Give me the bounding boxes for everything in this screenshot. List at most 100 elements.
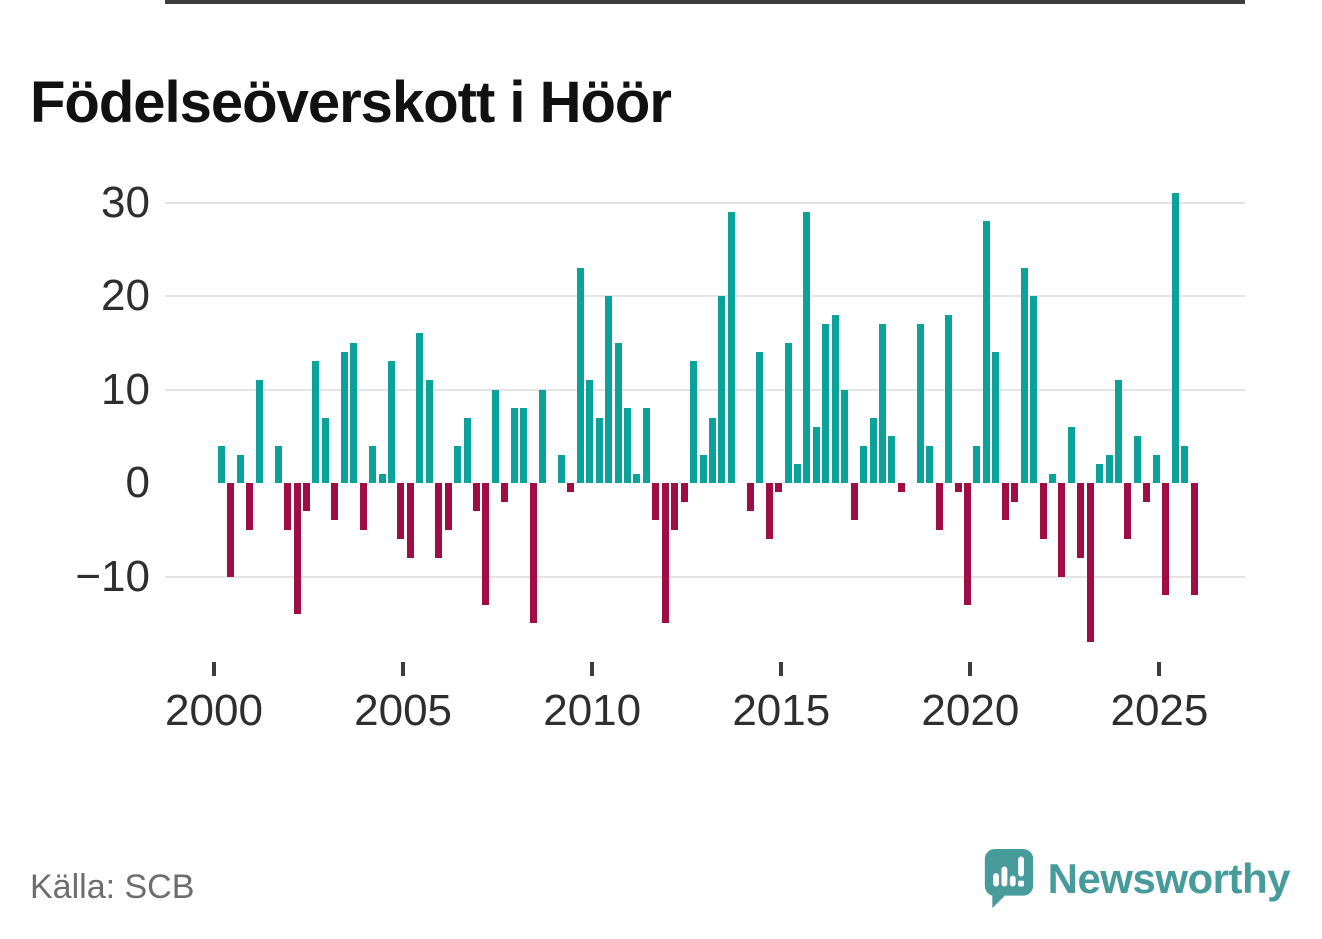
bar-2000-q4	[246, 483, 254, 530]
bar-2010-q1	[595, 417, 603, 484]
bar-2005-q1	[406, 483, 414, 558]
bar-2020-q2	[982, 221, 990, 483]
bar-2016-q4	[850, 483, 858, 521]
gridline	[165, 388, 1245, 391]
bar-2021-q2	[1020, 268, 1028, 483]
bar-2018-q3	[916, 324, 924, 483]
x-axis-tick-label: 2015	[732, 686, 831, 735]
bar-2006-q4	[472, 483, 480, 511]
bar-2015-q2	[794, 464, 801, 483]
bar-2011-q1	[633, 473, 641, 483]
bar-2024-q4	[1152, 454, 1160, 483]
bar-2000-q2	[227, 483, 235, 577]
bar-2017-q4	[888, 436, 896, 484]
bar-2022-q4	[1077, 483, 1085, 558]
bar-2014-q3	[765, 483, 773, 540]
bar-2004-q1	[369, 445, 377, 483]
bar-2019-q1	[935, 483, 943, 530]
y-axis-tick-label: 10	[101, 364, 150, 414]
bar-2010-q2	[605, 296, 613, 483]
bar-2022-q1	[1048, 473, 1056, 483]
x-axis-tick-label: 2000	[165, 686, 263, 735]
x-axis-tick-mark	[779, 662, 784, 676]
bar-2024-q3	[1143, 483, 1151, 502]
x-axis-tick-label: 2010	[543, 686, 642, 735]
bar-2025-q3	[1181, 445, 1189, 483]
bar-2018-q1	[897, 483, 905, 493]
gridline	[165, 201, 1245, 204]
bar-2007-q2	[491, 389, 499, 483]
bar-2003-q3	[350, 342, 358, 484]
bar-2011-q3	[652, 483, 660, 521]
x-axis-tick-mark	[1157, 662, 1162, 676]
bar-2021-q3	[1030, 296, 1037, 483]
bar-2008-q1	[520, 408, 528, 483]
bar-2002-q1	[293, 483, 301, 614]
bar-2001-q1	[255, 380, 263, 483]
y-axis-tick-label: 20	[101, 271, 150, 320]
bar-2020-q4	[1001, 483, 1009, 521]
y-axis-tick-label: 0	[125, 458, 150, 507]
bar-2012-q1	[671, 483, 679, 530]
bar-2013-q2	[718, 296, 726, 483]
x-axis-tick-label: 2020	[921, 686, 1020, 735]
brand-logo: Newsworthy	[984, 844, 1291, 914]
bar-2004-q3	[388, 361, 395, 483]
x-axis-tick-mark	[401, 662, 406, 676]
bar-2010-q4	[624, 408, 631, 483]
bar-2023-q3	[1105, 454, 1113, 483]
bar-2008-q2	[529, 483, 537, 624]
bar-2012-q4	[699, 454, 707, 483]
bar-2011-q4	[661, 483, 669, 624]
x-axis-tick-mark	[968, 662, 973, 676]
x-axis-tick-mark	[212, 662, 216, 676]
bar-2009-q1	[557, 454, 565, 483]
bar-2025-q4	[1190, 483, 1198, 596]
bar-2023-q1	[1086, 483, 1094, 642]
bar-2006-q2	[454, 445, 462, 483]
x-axis-tick-mark	[590, 662, 595, 676]
bar-2015-q1	[784, 342, 792, 484]
bar-2016-q2	[831, 314, 839, 483]
bar-2003-q4	[359, 483, 367, 530]
bar-2020-q3	[992, 352, 1000, 483]
bar-2004-q2	[378, 473, 386, 483]
bar-2006-q1	[444, 483, 452, 530]
bar-2012-q2	[680, 483, 688, 502]
bar-2019-q4	[963, 483, 971, 605]
bar-2005-q2	[416, 333, 424, 483]
bar-2000-q3	[236, 454, 244, 483]
bar-2007-q1	[482, 483, 490, 605]
bar-2002-q2	[303, 483, 310, 511]
bar-2002-q3	[312, 361, 320, 483]
bar-2009-q2	[567, 483, 575, 493]
bar-2018-q4	[926, 445, 934, 483]
bar-2024-q2	[1133, 436, 1141, 484]
bar-2019-q2	[945, 314, 952, 483]
bar-2007-q3	[501, 483, 509, 502]
y-axis-tick-label: −10	[75, 551, 150, 601]
bar-2003-q1	[331, 483, 339, 521]
bar-2001-q3	[274, 445, 282, 483]
bar-2025-q2	[1171, 193, 1179, 483]
bar-2022-q2	[1058, 483, 1066, 577]
bar-2020-q1	[973, 445, 981, 483]
y-axis-tick-label: 30	[101, 177, 150, 227]
bar-2012-q3	[690, 361, 698, 483]
bar-2019-q3	[954, 483, 962, 493]
bar-2009-q4	[586, 380, 594, 483]
bar-2023-q4	[1115, 380, 1122, 483]
bar-2011-q2	[642, 408, 650, 483]
bar-2017-q3	[878, 324, 886, 483]
bar-2003-q2	[340, 352, 348, 483]
source-text: Källa: SCB	[30, 868, 195, 906]
bar-2021-q1	[1011, 483, 1019, 502]
bar-2000-q1	[218, 445, 225, 483]
bar-2025-q1	[1162, 483, 1170, 596]
newsworthy-logo-icon	[984, 849, 1033, 909]
x-axis-line	[165, 0, 1245, 4]
bar-2015-q4	[812, 426, 820, 483]
bar-2001-q4	[284, 483, 292, 530]
bar-2007-q4	[510, 408, 518, 483]
